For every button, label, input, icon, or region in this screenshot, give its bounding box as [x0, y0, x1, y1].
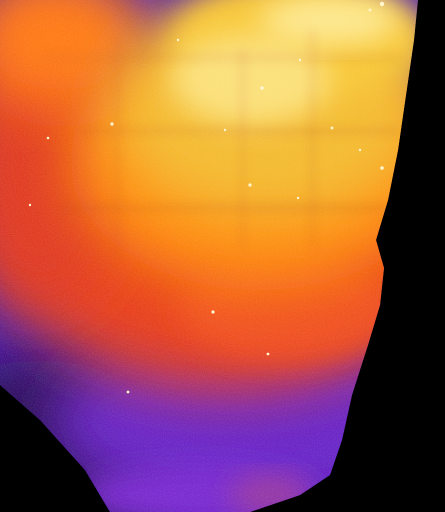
hot-speckles — [28, 1, 385, 394]
